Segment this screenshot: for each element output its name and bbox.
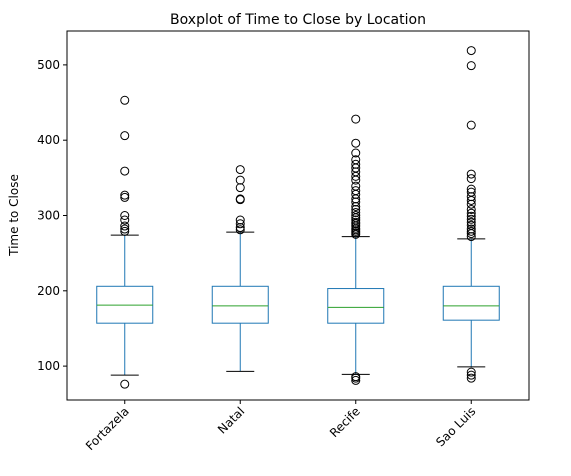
outlier-point xyxy=(351,159,361,169)
outlier-point xyxy=(351,155,361,165)
outlier-point xyxy=(466,174,476,184)
box-sao-luis xyxy=(442,46,500,383)
x-tick-label: Natal xyxy=(215,404,247,436)
x-tick-label: Recife xyxy=(327,404,363,440)
axes-frame xyxy=(66,30,530,401)
outlier-point xyxy=(351,372,361,382)
outlier-point xyxy=(120,211,130,220)
outlier-point xyxy=(466,226,476,236)
outlier-point xyxy=(351,181,361,191)
outlier-point xyxy=(120,131,130,141)
y-tick-label: 100 xyxy=(37,359,60,373)
iqr-box xyxy=(442,285,500,321)
outlier-point xyxy=(235,194,245,204)
iqr-box xyxy=(211,285,269,324)
outlier-point xyxy=(120,379,130,389)
outlier-point xyxy=(351,207,361,217)
outlier-point xyxy=(120,224,130,234)
outlier-point xyxy=(466,214,476,224)
box-recife xyxy=(327,114,385,385)
outlier-point xyxy=(466,204,476,214)
outlier-point xyxy=(466,224,476,234)
outlier-point xyxy=(235,219,245,229)
outlier-point xyxy=(466,220,476,230)
outlier-point xyxy=(235,225,245,235)
chart-title: Boxplot of Time to Close by Location xyxy=(170,12,426,28)
outlier-point xyxy=(466,370,476,380)
outlier-point xyxy=(351,148,361,158)
outlier-point xyxy=(351,114,361,124)
iqr-box xyxy=(327,288,385,324)
outlier-point xyxy=(466,208,476,218)
outlier-point xyxy=(466,169,476,179)
outlier-point xyxy=(466,187,476,197)
outlier-point xyxy=(466,184,476,194)
y-tick-label: 200 xyxy=(37,284,60,298)
outlier-point xyxy=(351,138,361,148)
x-tick-label: Sao Luis xyxy=(433,404,478,449)
outlier-point xyxy=(235,183,245,193)
y-tick-label: 300 xyxy=(37,209,60,223)
y-tick-label: 400 xyxy=(37,133,60,147)
outlier-point xyxy=(120,192,130,202)
x-tick-label: Fortazela xyxy=(83,404,132,453)
outlier-point xyxy=(466,61,476,71)
outlier-point xyxy=(120,221,130,231)
outlier-point xyxy=(351,375,361,385)
outlier-point xyxy=(351,217,361,227)
box-natal xyxy=(211,165,269,372)
outlier-point xyxy=(235,165,245,175)
outlier-point xyxy=(466,120,476,130)
outlier-point xyxy=(120,226,130,236)
box-fortazela xyxy=(96,95,154,389)
outlier-point xyxy=(120,166,130,176)
outlier-point xyxy=(120,95,130,105)
outlier-point xyxy=(351,186,361,196)
outlier-point xyxy=(466,217,476,227)
outlier-point xyxy=(120,190,130,200)
outlier-point xyxy=(120,215,130,225)
plot-area: 100 200 300 400 500 Fortazela Natal Recife Sao L… xyxy=(37,46,500,453)
outlier-point xyxy=(466,211,476,221)
outlier-point xyxy=(351,211,361,220)
outlier-point xyxy=(466,373,476,383)
y-axis-label: Time to Close xyxy=(7,174,21,257)
y-tick-label: 500 xyxy=(37,58,60,72)
outlier-point xyxy=(235,175,245,185)
outlier-point xyxy=(235,215,245,225)
outlier-point xyxy=(466,46,476,56)
outlier-point xyxy=(466,367,476,377)
